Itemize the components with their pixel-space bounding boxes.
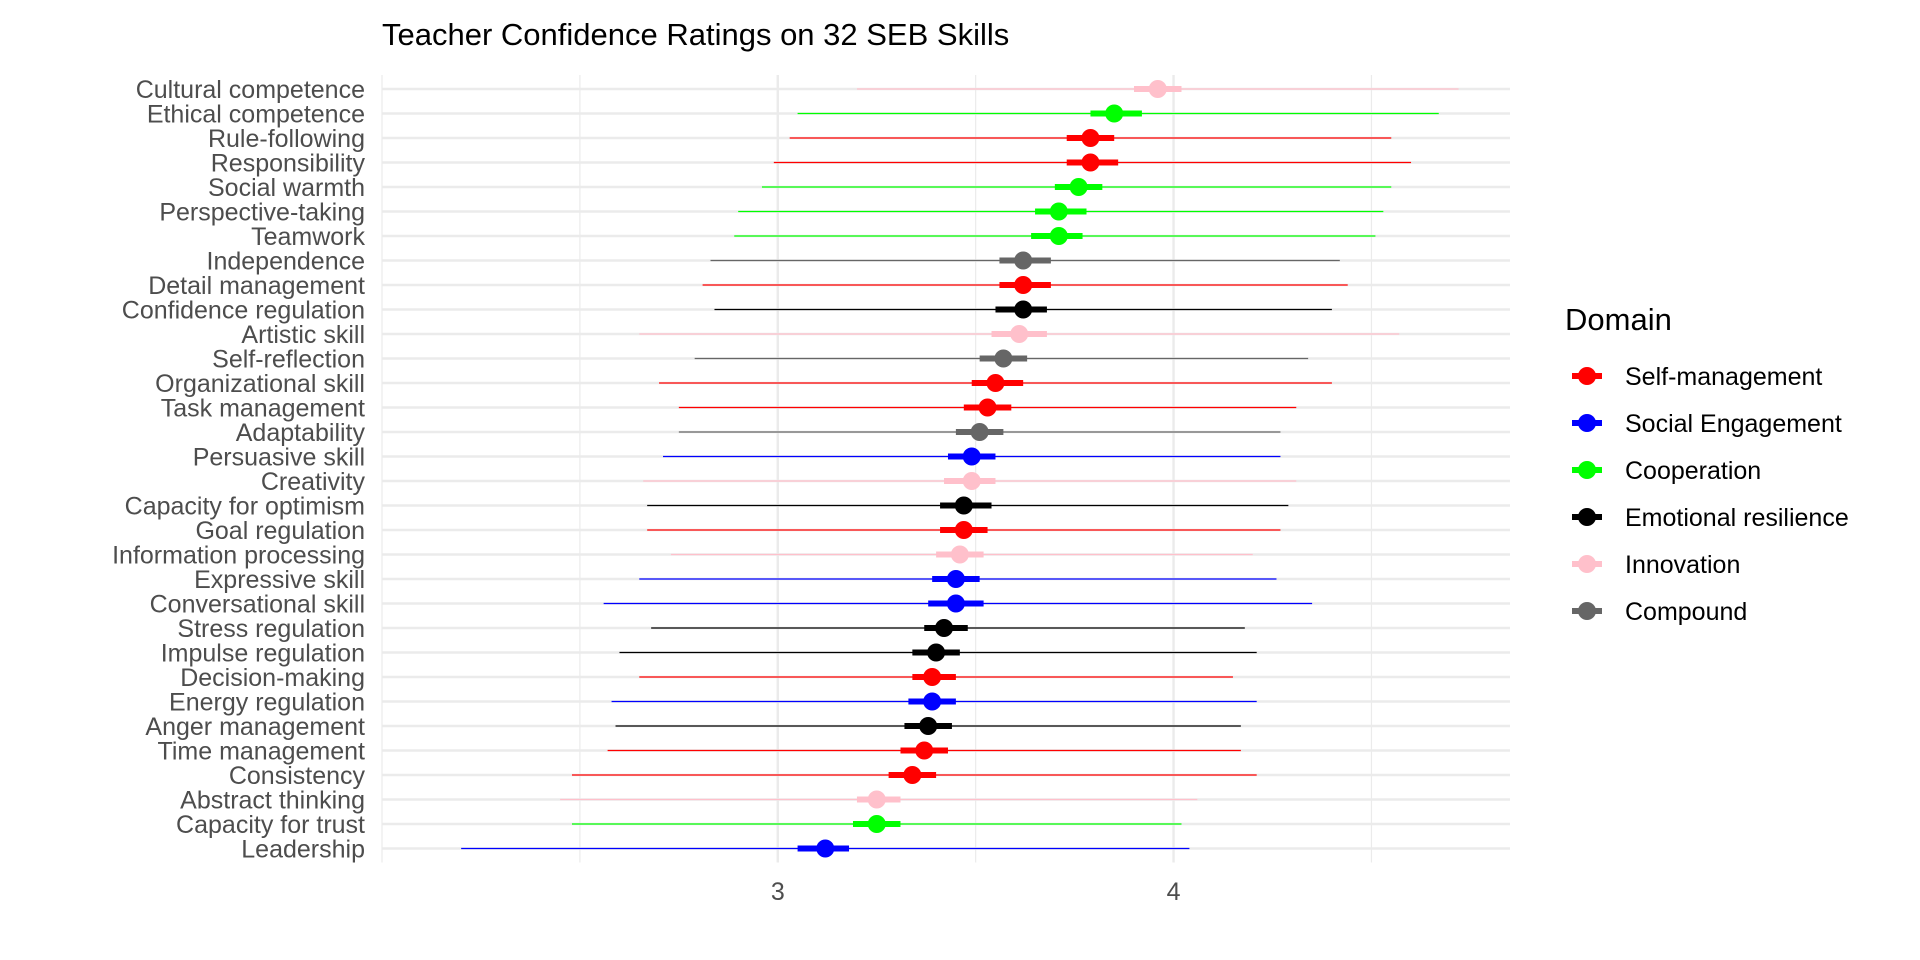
legend-key-social-engagement [1578,414,1596,432]
point-decision-making [923,668,942,686]
y-label-capacity-for-trust: Capacity for trust [176,811,365,839]
point-impulse-regulation [927,643,946,662]
y-label-stress-regulation: Stress regulation [177,615,365,643]
point-goal-regulation [954,521,973,539]
point-ethical-competence [1105,104,1124,123]
grid-layer [381,75,1510,863]
y-label-expressive-skill: Expressive skill [194,566,365,594]
point-abstract-thinking [867,790,886,809]
legend-key-emotional-resilience [1578,508,1596,526]
y-label-decision-making: Decision-making [180,664,365,692]
y-label-leadership: Leadership [241,836,365,864]
y-label-information-processing: Information processing [112,542,365,570]
y-label-artistic-skill: Artistic skill [241,321,365,349]
legend-key-compound [1578,602,1596,620]
y-label-social-warmth: Social warmth [208,174,365,202]
point-teamwork [1049,227,1068,245]
y-label-perspective-taking: Perspective-taking [159,199,365,227]
x-tick-label: 4 [1167,878,1181,906]
y-label-ethical-competence: Ethical competence [147,101,365,129]
point-confidence-regulation [1014,300,1033,319]
chart-title: Teacher Confidence Ratings on 32 SEB Ski… [382,17,1009,52]
point-conversational-skill [946,594,965,613]
y-label-goal-regulation: Goal regulation [195,517,365,545]
y-label-detail-management: Detail management [148,272,365,300]
y-label-task-management: Task management [161,395,365,423]
point-information-processing [950,545,969,564]
y-label-capacity-for-optimism: Capacity for optimism [125,493,365,521]
legend-label-compound: Compound [1625,598,1747,626]
point-social-warmth [1069,178,1088,196]
legend-label-emotional-resilience: Emotional resilience [1625,504,1849,532]
point-independence [1014,251,1033,270]
point-detail-management [1014,276,1033,294]
point-organizational-skill [986,374,1005,392]
legend-key-innovation [1578,555,1596,573]
point-creativity [962,472,981,490]
legend: Domain Self-management Social Engagement C… [1565,302,1849,626]
point-artistic-skill [1010,325,1029,343]
legend-key-cooperation [1578,461,1596,479]
y-label-self-reflection: Self-reflection [212,346,365,374]
point-rule-following [1081,129,1100,147]
y-label-time-management: Time management [158,738,366,766]
legend-title: Domain [1565,302,1672,337]
legend-key-self-management [1578,367,1596,385]
y-label-independence: Independence [207,248,365,276]
y-label-persuasive-skill: Persuasive skill [193,444,365,472]
y-label-adaptability: Adaptability [236,419,366,447]
legend-label-social-engagement: Social Engagement [1625,410,1842,438]
point-leadership [816,839,835,858]
point-time-management [915,741,934,760]
point-responsibility [1081,153,1100,172]
point-energy-regulation [923,692,942,711]
point-anger-management [919,717,938,735]
y-label-impulse-regulation: Impulse regulation [161,640,365,668]
point-expressive-skill [946,570,965,588]
y-label-rule-following: Rule-following [208,125,365,153]
legend-label-self-management: Self-management [1625,363,1822,391]
y-label-abstract-thinking: Abstract thinking [180,787,365,815]
y-label-energy-regulation: Energy regulation [169,689,365,717]
point-stress-regulation [935,619,954,637]
y-label-teamwork: Teamwork [251,223,365,251]
point-task-management [978,398,997,417]
point-persuasive-skill [962,447,981,466]
point-consistency [903,766,922,784]
y-label-anger-management: Anger management [145,713,365,741]
y-label-confidence-regulation: Confidence regulation [122,297,365,325]
y-label-consistency: Consistency [229,762,366,790]
x-tick-label: 3 [771,878,785,906]
y-label-creativity: Creativity [261,468,366,496]
y-label-conversational-skill: Conversational skill [150,591,365,619]
y-label-organizational-skill: Organizational skill [155,370,365,398]
point-cultural-competence [1148,80,1167,98]
legend-label-innovation: Innovation [1625,551,1740,579]
legend-label-cooperation: Cooperation [1625,457,1761,485]
point-capacity-for-optimism [954,496,973,515]
point-adaptability [970,423,989,441]
point-self-reflection [994,349,1013,368]
y-label-cultural-competence: Cultural competence [136,76,365,104]
point-perspective-taking [1049,202,1068,221]
point-capacity-for-trust [867,815,886,833]
marks-layer [461,80,1459,858]
y-label-responsibility: Responsibility [211,150,366,178]
